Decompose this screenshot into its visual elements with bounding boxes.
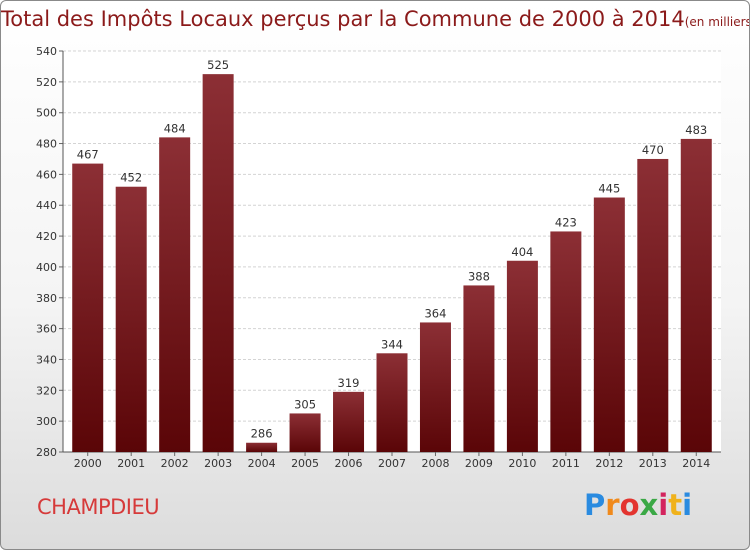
chart-unit-note: (en milliers d'€) <box>684 15 750 29</box>
data-label: 404 <box>511 245 533 259</box>
x-tick-label: 2006 <box>335 457 363 470</box>
chart-title-main: Total des Impôts Locaux perçus par la Co… <box>1 7 685 31</box>
data-label: 445 <box>598 182 620 196</box>
proxiti-logo: Proxiti <box>584 488 692 522</box>
bar <box>202 74 234 452</box>
y-tick-label: 540 <box>36 45 57 58</box>
data-label: 319 <box>338 376 360 390</box>
logo-letter: o <box>619 488 640 522</box>
data-label: 388 <box>468 269 490 283</box>
x-tick-label: 2008 <box>421 457 449 470</box>
y-tick-label: 320 <box>36 384 57 397</box>
bar <box>637 158 669 452</box>
x-tick-label: 2000 <box>74 457 102 470</box>
x-tick-label: 2014 <box>682 457 710 470</box>
y-tick-label: 400 <box>36 261 57 274</box>
x-tick-label: 2002 <box>161 457 189 470</box>
data-label: 470 <box>642 143 664 157</box>
bar <box>550 231 582 452</box>
x-tick-label: 2003 <box>204 457 232 470</box>
logo-letter: P <box>584 488 606 522</box>
bar <box>246 442 278 452</box>
data-label: 286 <box>251 427 273 441</box>
y-tick-label: 520 <box>36 76 57 89</box>
y-tick-label: 340 <box>36 353 57 366</box>
x-tick-label: 2004 <box>248 457 276 470</box>
logo-letter: i <box>682 488 693 522</box>
bar <box>289 413 321 452</box>
y-tick-label: 480 <box>36 138 57 151</box>
x-tick-label: 2007 <box>378 457 406 470</box>
x-tick-label: 2010 <box>508 457 536 470</box>
chart-title: Total des Impôts Locaux perçus par la Co… <box>1 7 750 31</box>
data-label: 305 <box>294 397 316 411</box>
bar <box>333 391 365 452</box>
commune-name: CHAMPDIEU <box>37 495 160 519</box>
data-label: 452 <box>120 171 142 185</box>
bar <box>680 138 712 452</box>
x-tick-label: 2005 <box>291 457 319 470</box>
y-tick-label: 380 <box>36 292 57 305</box>
x-tick-label: 2009 <box>465 457 493 470</box>
y-tick-label: 500 <box>36 107 57 120</box>
bar <box>593 197 625 452</box>
data-label: 364 <box>424 306 446 320</box>
y-tick-label: 420 <box>36 230 57 243</box>
bar <box>506 260 538 452</box>
y-tick-label: 460 <box>36 168 57 181</box>
data-label: 467 <box>77 148 99 162</box>
data-label: 525 <box>207 58 229 72</box>
logo-letter: i <box>658 488 669 522</box>
y-tick-label: 440 <box>36 199 57 212</box>
bar <box>115 186 147 452</box>
x-tick-label: 2001 <box>117 457 145 470</box>
data-label: 423 <box>555 215 577 229</box>
bar <box>376 353 408 452</box>
data-label: 344 <box>381 337 403 351</box>
x-tick-label: 2013 <box>639 457 667 470</box>
bar <box>72 163 104 453</box>
bar <box>463 285 495 452</box>
bar <box>159 137 191 452</box>
data-label: 484 <box>164 121 186 135</box>
x-tick-label: 2011 <box>552 457 580 470</box>
data-label: 483 <box>685 123 707 137</box>
logo-letter: r <box>605 488 620 522</box>
x-tick-label: 2012 <box>595 457 623 470</box>
y-tick-label: 280 <box>36 446 57 459</box>
logo-letter: x <box>639 488 659 522</box>
bar <box>419 322 451 452</box>
y-tick-label: 300 <box>36 415 57 428</box>
logo-letter: t <box>668 488 683 522</box>
y-tick-label: 360 <box>36 323 57 336</box>
